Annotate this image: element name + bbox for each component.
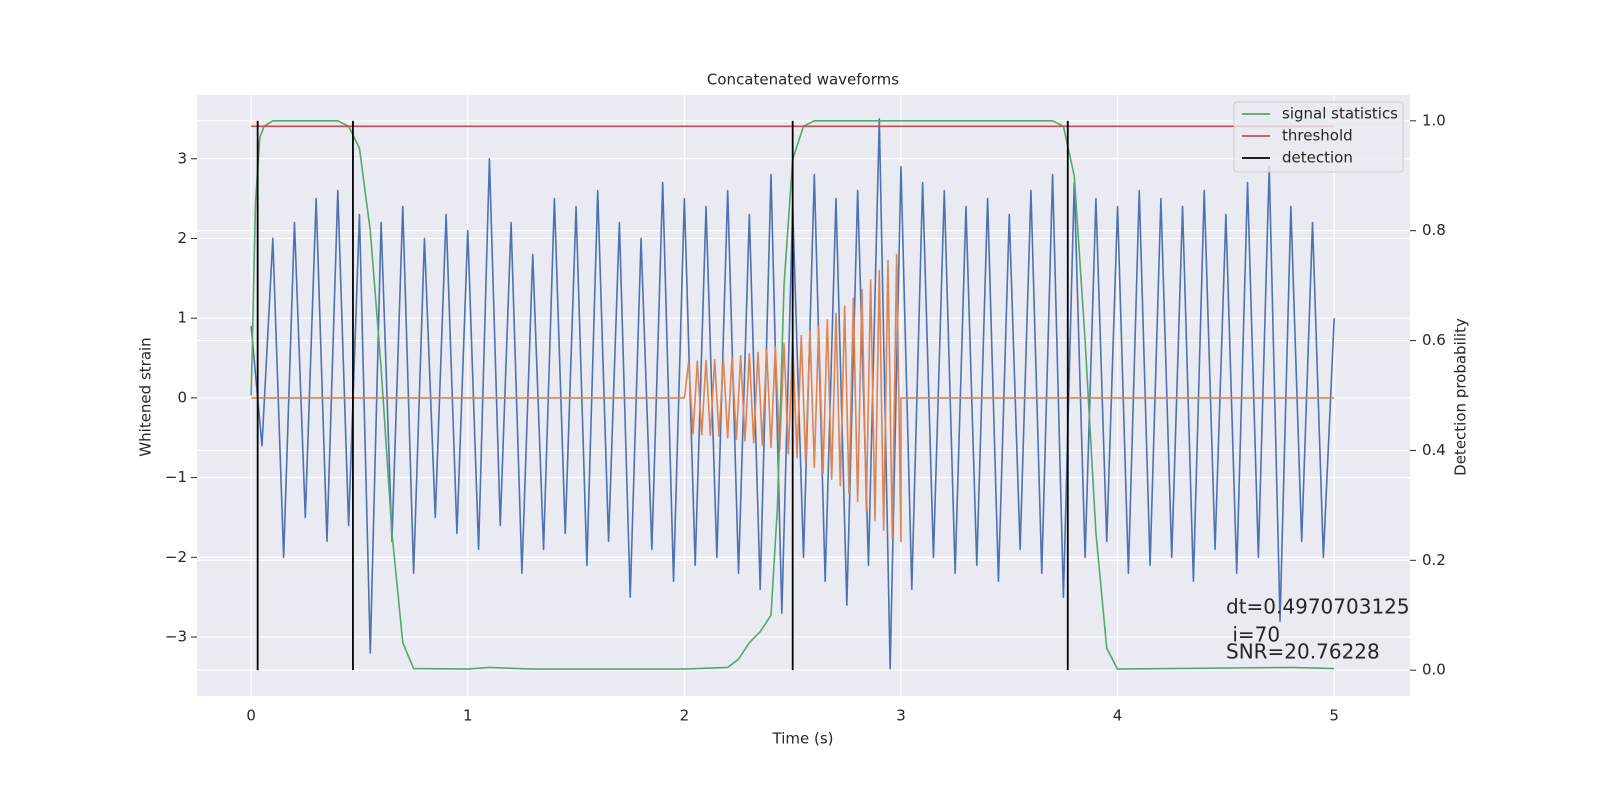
y2-tick-label: 0.8 xyxy=(1422,221,1446,239)
legend-label: threshold xyxy=(1282,127,1353,145)
legend-label: detection xyxy=(1282,149,1353,167)
y-tick-label: 2 xyxy=(177,229,187,247)
series-line xyxy=(251,253,1335,543)
y-tick-label: 3 xyxy=(177,149,187,167)
y2-tick-label: 1.0 xyxy=(1422,111,1446,129)
x-tick-label: 1 xyxy=(463,707,473,725)
x-tick-label: 0 xyxy=(246,707,256,725)
y2-axis-label: Detection probability xyxy=(1452,318,1470,476)
y-axis-label: Whitened strain xyxy=(137,337,155,456)
x-tick-label: 4 xyxy=(1113,707,1123,725)
y2-tick-label: 0.6 xyxy=(1422,331,1446,349)
y-tick-label: 0 xyxy=(177,388,187,406)
chart-title: Concatenated waveforms xyxy=(707,71,899,89)
y-tick-label: −3 xyxy=(165,628,187,646)
x-tick-label: 3 xyxy=(896,707,906,725)
x-tick-label: 2 xyxy=(680,707,690,725)
y-tick-label: −2 xyxy=(165,548,187,566)
x-axis-label: Time (s) xyxy=(772,730,834,748)
y-tick-label: −1 xyxy=(165,468,187,486)
legend-box xyxy=(1233,101,1404,173)
legend-label: signal statistics xyxy=(1282,105,1398,123)
y-tick-label: 1 xyxy=(177,309,187,327)
annotation: SNR=20.76228 xyxy=(1226,640,1380,664)
y2-tick-label: 0.2 xyxy=(1422,551,1446,569)
annotation: i=70 xyxy=(1226,623,1280,647)
y2-tick-label: 0.0 xyxy=(1422,661,1446,679)
y2-tick-label: 0.4 xyxy=(1422,441,1446,459)
annotation: dt=0.4970703125 xyxy=(1226,595,1410,619)
x-tick-label: 5 xyxy=(1329,707,1339,725)
series-line xyxy=(250,120,1335,670)
